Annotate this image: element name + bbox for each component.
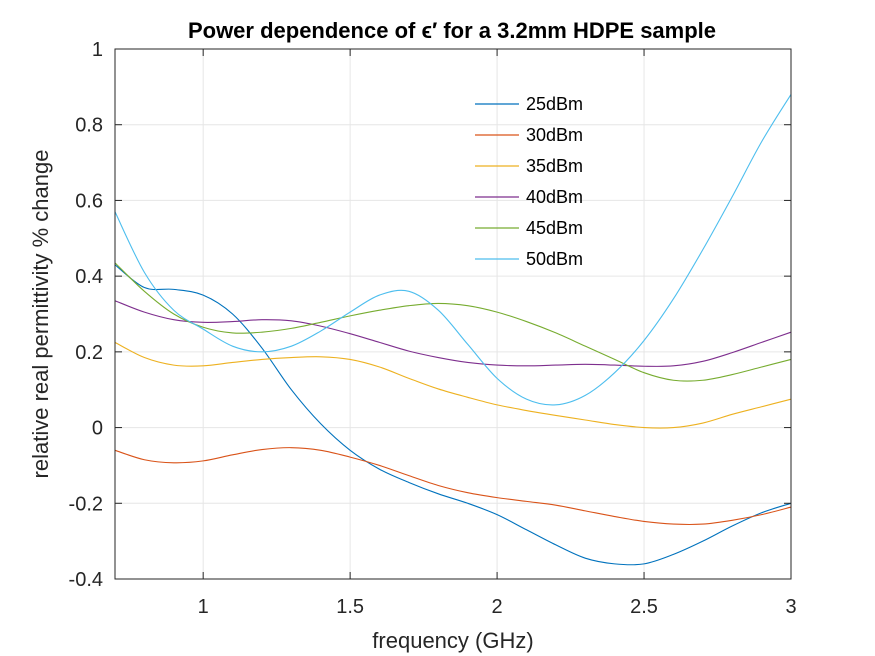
plot-area	[115, 49, 791, 579]
legend-label: 50dBm	[526, 249, 583, 269]
y-tick-label: 0.2	[75, 342, 103, 364]
legend: 25dBm 30dBm 35dBm 40dBm 45dBm 50dBm	[475, 94, 583, 269]
legend-label: 25dBm	[526, 94, 583, 114]
series-line-45dBm	[114, 262, 792, 382]
x-tick-label: 2	[492, 596, 503, 618]
plot-frame	[114, 48, 792, 580]
series-line-40dBm	[114, 300, 792, 367]
y-tick-label: 0.8	[75, 115, 103, 137]
y-tick-label: 0.4	[75, 266, 103, 288]
legend-label: 40dBm	[526, 187, 583, 207]
y-tick-label: 0	[92, 418, 103, 440]
legend-label: 35dBm	[526, 156, 583, 176]
series-lines	[114, 94, 792, 566]
x-tick-label: 3	[785, 596, 796, 618]
grid	[115, 48, 792, 580]
series-line-25dBm	[114, 264, 792, 566]
y-tick-label: 1	[92, 39, 103, 61]
tick-labels: 1 1.5 2 2.5 3 -0.4 -0.2 0 0.2 0.4 0.6 0.8 1	[69, 39, 797, 618]
x-tick-label: 1.5	[336, 596, 364, 618]
y-tick-label: -0.4	[69, 569, 103, 591]
legend-label: 45dBm	[526, 218, 583, 238]
series-line-30dBm	[114, 447, 792, 526]
series-line-50dBm	[114, 94, 792, 406]
y-tick-label: 0.6	[75, 190, 103, 212]
chart-title: Power dependence of ϵ′ for a 3.2mm HDPE …	[188, 18, 716, 43]
x-axis-label: frequency (GHz)	[372, 628, 533, 653]
legend-label: 30dBm	[526, 125, 583, 145]
series-line-35dBm	[114, 341, 792, 429]
x-tick-label: 1	[198, 596, 209, 618]
x-tick-label: 2.5	[630, 596, 658, 618]
y-tick-label: -0.2	[69, 493, 103, 515]
y-axis-label: relative real permittivity % change	[28, 150, 53, 479]
